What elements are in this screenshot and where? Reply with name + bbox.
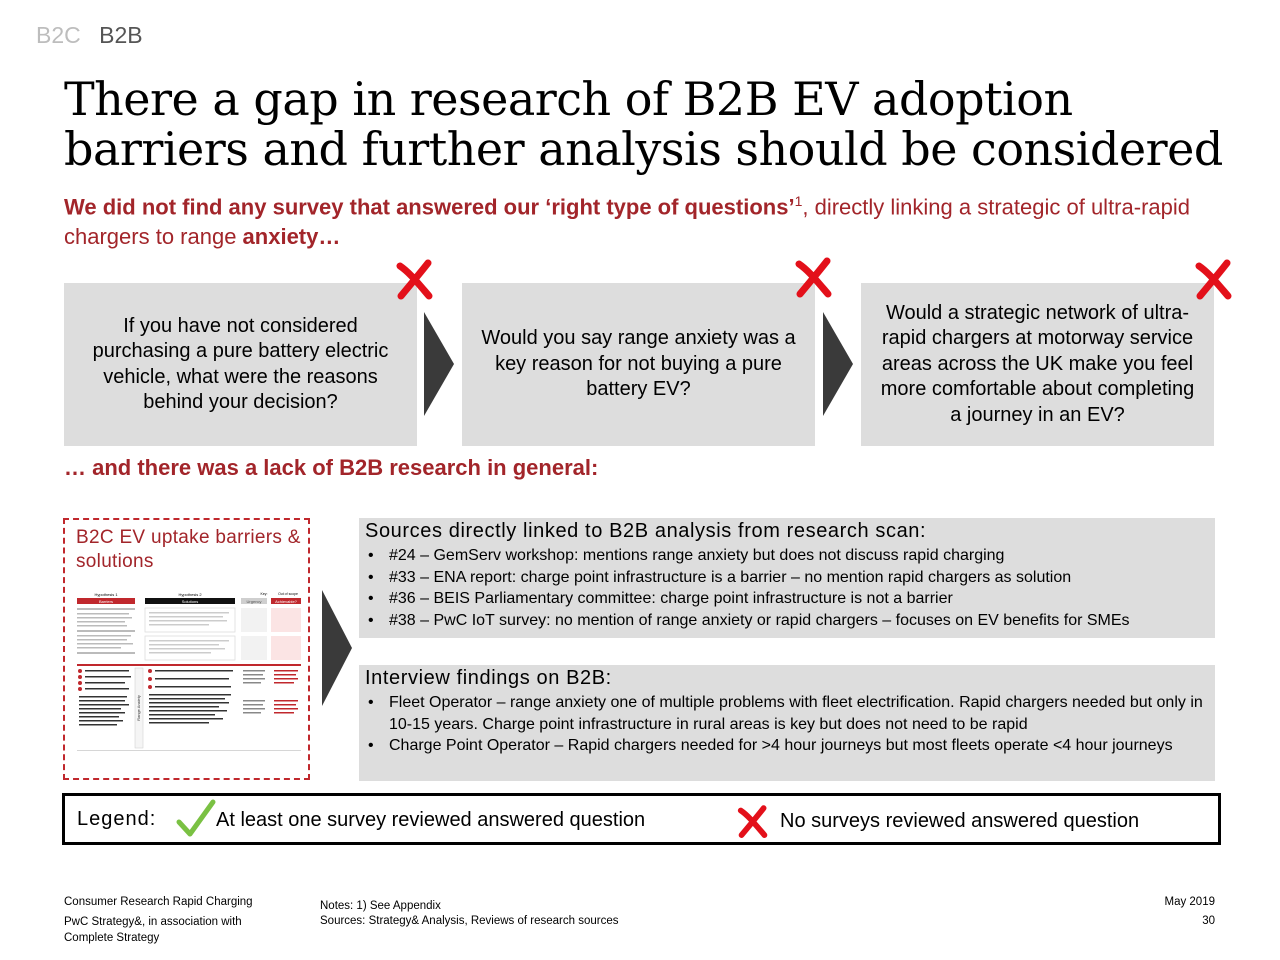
question-text: If you have not considered purchasing a … [92, 314, 389, 414]
slide-thumbnail-image: Hypothesis 1 Hypothesis 2 Key: Out of sc… [71, 590, 303, 758]
list-item: #38 – PwC IoT survey: no mention of rang… [365, 610, 1209, 632]
question-box-3: Would a strategic network of ultra-rapid… [861, 283, 1214, 446]
arrow-right-icon [823, 312, 853, 416]
subtitle-text: , directly linking a strategic of ultra-… [64, 194, 1190, 250]
legend-no-text: No surveys reviewed answered question [780, 810, 1140, 832]
question-box-2: Would you say range anxiety was a key re… [462, 283, 815, 446]
list-item: Fleet Operator – range anxiety one of mu… [365, 692, 1209, 735]
subtitle-bold-end: anxiety… [242, 224, 341, 250]
cross-icon [795, 257, 832, 298]
check-icon [176, 799, 216, 837]
question-text: Would a strategic network of ultra-rapid… [880, 301, 1195, 426]
footer-company: PwC Strategy&, in association with Compl… [64, 916, 242, 944]
legend-label: Legend: [77, 808, 157, 830]
top-nav: B2C B2B [36, 22, 155, 49]
thumb-col-achievable: Achievable? [275, 599, 298, 604]
thumb-side-label: Range Anxiety [136, 695, 141, 721]
thumb-col-barriers: Barriers [99, 599, 113, 604]
b2c-barriers-thumbnail-box[interactable]: B2C EV uptake barriers & solutions Hypot… [63, 518, 310, 780]
list-item: #24 – GemServ workshop: mentions range a… [365, 545, 1209, 567]
page-number: 30 [1202, 915, 1215, 927]
footer-sources: Sources: Strategy& Analysis, Reviews of … [320, 915, 619, 927]
question-text: Would you say range anxiety was a key re… [481, 327, 796, 401]
thumb-header-1: Hypothesis 1 [94, 592, 118, 597]
thumb-key: Key: [260, 592, 267, 596]
thumb-col-urgency: Urgency [247, 599, 262, 604]
cross-icon [737, 805, 768, 838]
sources-heading: Sources directly linked to B2B analysis … [365, 520, 927, 542]
page-title: There a gap in research of B2B EV adopti… [64, 72, 1223, 176]
b2c-box-label: B2C EV uptake barriers & solutions [76, 527, 301, 572]
thumb-col-solutions: Solutions [182, 599, 198, 604]
section-heading: … and there was a lack of B2B research i… [64, 455, 599, 480]
sources-panel: Sources directly linked to B2B analysis … [359, 518, 1215, 638]
list-item: Charge Point Operator – Rapid chargers n… [365, 735, 1209, 757]
footer-notes: Notes: 1) See Appendix [320, 900, 441, 912]
footer-date: May 2019 [1164, 896, 1215, 908]
question-box-1: If you have not considered purchasing a … [64, 283, 417, 446]
interview-heading: Interview findings on B2B: [365, 667, 612, 689]
legend: Legend: At least one survey reviewed ans… [62, 793, 1221, 845]
interview-list: Fleet Operator – range anxiety one of mu… [365, 692, 1209, 757]
footnote-marker: 1 [794, 193, 803, 209]
subtitle-bold: We did not find any survey that answered… [64, 194, 795, 220]
arrow-right-icon [322, 590, 352, 706]
sources-list: #24 – GemServ workshop: mentions range a… [365, 545, 1209, 631]
cross-icon [396, 259, 433, 300]
nav-tab-b2b[interactable]: B2B [99, 22, 143, 48]
interview-panel: Interview findings on B2B: Fleet Operato… [359, 665, 1215, 781]
thumb-header-2: Hypothesis 2 [178, 592, 202, 597]
list-item: #33 – ENA report: charge point infrastru… [365, 567, 1209, 589]
footer-report-name: Consumer Research Rapid Charging [64, 896, 253, 908]
list-item: #36 – BEIS Parliamentary committee: char… [365, 588, 1209, 610]
arrow-right-icon [424, 312, 454, 416]
page-subtitle: We did not find any survey that answered… [64, 186, 1234, 252]
nav-tab-b2c[interactable]: B2C [36, 22, 81, 48]
thumb-out-of-scope: Out of scope [278, 592, 298, 596]
cross-icon [1195, 259, 1232, 300]
legend-yes-text: At least one survey reviewed answered qu… [216, 809, 646, 831]
